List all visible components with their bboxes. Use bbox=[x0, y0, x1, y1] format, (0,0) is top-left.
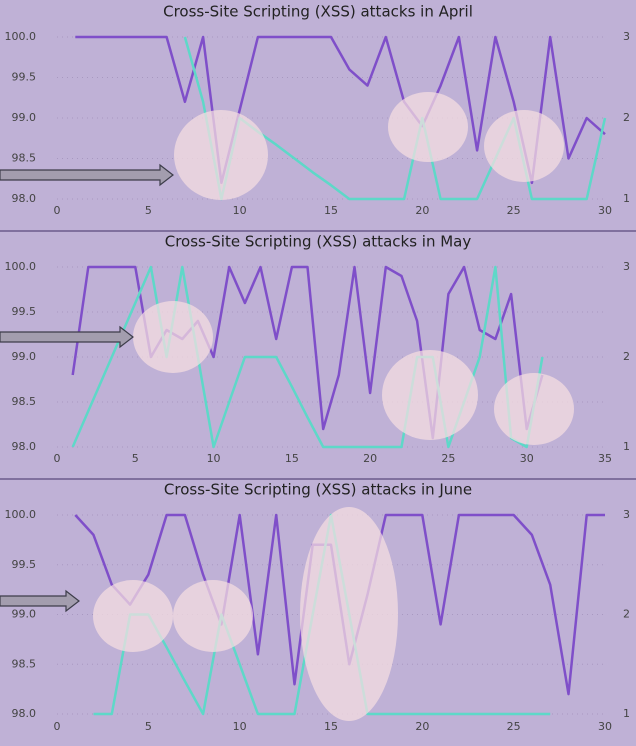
x-tick-label: 30 bbox=[520, 452, 534, 465]
x-tick-label: 5 bbox=[145, 204, 152, 217]
y-tick-label: 98.5 bbox=[12, 395, 37, 408]
x-tick-label: 5 bbox=[145, 720, 152, 733]
y2-tick-label: 3 bbox=[623, 260, 630, 273]
x-tick-label: 0 bbox=[54, 452, 61, 465]
x-tick-label: 10 bbox=[233, 720, 247, 733]
y-tick-label: 99.5 bbox=[12, 305, 37, 318]
y2-tick-label: 2 bbox=[623, 608, 630, 621]
y2-tick-label: 1 bbox=[623, 707, 630, 720]
highlight bbox=[388, 92, 468, 162]
highlight bbox=[173, 580, 253, 652]
y2-tick-label: 2 bbox=[623, 350, 630, 363]
y-tick-label: 98.5 bbox=[12, 657, 37, 670]
x-tick-label: 35 bbox=[598, 452, 612, 465]
x-tick-label: 10 bbox=[207, 452, 221, 465]
x-tick-label: 25 bbox=[441, 452, 455, 465]
y-tick-label: 100.0 bbox=[5, 30, 37, 43]
highlight bbox=[382, 350, 478, 440]
x-tick-label: 15 bbox=[285, 452, 299, 465]
y2-tick-label: 3 bbox=[623, 30, 630, 43]
highlight bbox=[494, 373, 574, 445]
x-tick-label: 5 bbox=[132, 452, 139, 465]
y-tick-label: 98.0 bbox=[12, 192, 37, 205]
arrow bbox=[0, 325, 134, 349]
y-tick-label: 98.0 bbox=[12, 440, 37, 453]
x-tick-label: 15 bbox=[324, 204, 338, 217]
x-tick-label: 20 bbox=[415, 204, 429, 217]
arrow bbox=[0, 589, 80, 613]
highlight bbox=[93, 580, 173, 652]
y-tick-label: 100.0 bbox=[5, 508, 37, 521]
x-tick-label: 20 bbox=[415, 720, 429, 733]
x-tick-label: 15 bbox=[324, 720, 338, 733]
arrows bbox=[0, 163, 174, 613]
x-tick-label: 0 bbox=[54, 204, 61, 217]
annotations bbox=[93, 92, 574, 721]
x-tick-label: 30 bbox=[598, 204, 612, 217]
y-tick-label: 98.0 bbox=[12, 707, 37, 720]
y2-tick-label: 1 bbox=[623, 440, 630, 453]
arrow bbox=[0, 163, 174, 187]
y-tick-label: 99.5 bbox=[12, 71, 37, 84]
chart-title: Cross-Site Scripting (XSS) attacks in Ju… bbox=[164, 481, 472, 499]
y-tick-label: 98.5 bbox=[12, 152, 37, 165]
highlight bbox=[174, 110, 268, 200]
x-tick-label: 10 bbox=[233, 204, 247, 217]
y2-tick-label: 2 bbox=[623, 111, 630, 124]
x-tick-label: 30 bbox=[598, 720, 612, 733]
y-tick-label: 99.0 bbox=[12, 350, 37, 363]
highlight bbox=[133, 301, 213, 373]
x-tick-label: 20 bbox=[363, 452, 377, 465]
x-tick-label: 0 bbox=[54, 720, 61, 733]
highlight bbox=[300, 507, 398, 721]
y-tick-label: 99.5 bbox=[12, 558, 37, 571]
y-tick-label: 99.0 bbox=[12, 608, 37, 621]
highlight bbox=[484, 110, 564, 182]
y-tick-label: 99.0 bbox=[12, 111, 37, 124]
chart-title: Cross-Site Scripting (XSS) attacks in Ap… bbox=[163, 3, 473, 21]
x-tick-label: 25 bbox=[507, 204, 521, 217]
y2-tick-label: 1 bbox=[623, 192, 630, 205]
chart-title: Cross-Site Scripting (XSS) attacks in Ma… bbox=[165, 233, 472, 251]
y2-tick-label: 3 bbox=[623, 508, 630, 521]
y-tick-label: 100.0 bbox=[5, 260, 37, 273]
x-tick-label: 25 bbox=[507, 720, 521, 733]
